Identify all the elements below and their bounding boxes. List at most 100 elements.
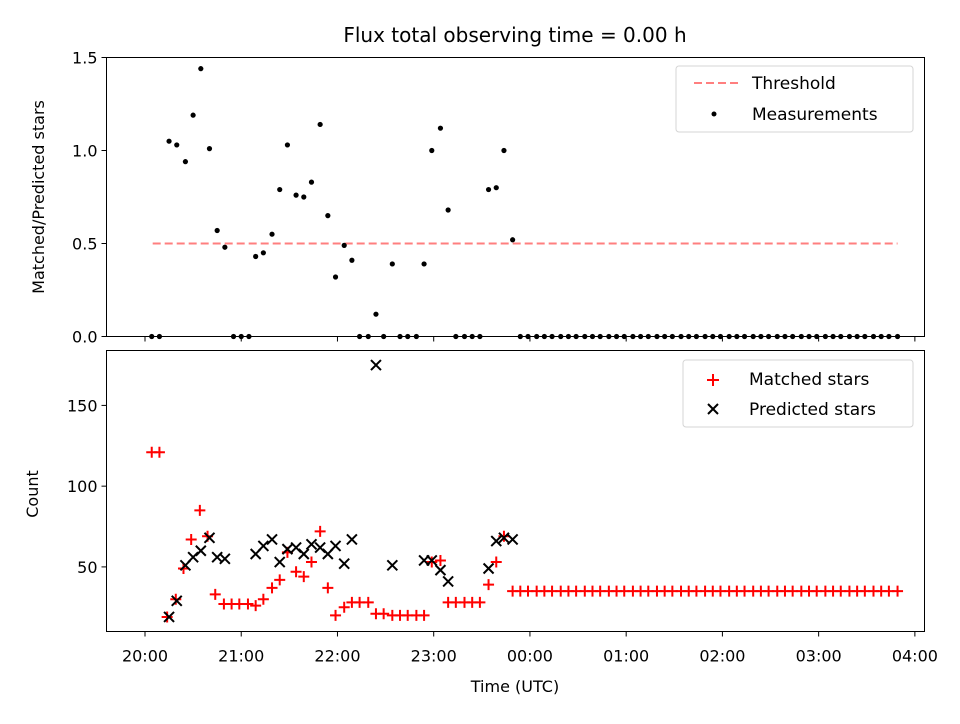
predicted-star-marker [305, 538, 318, 551]
predicted-star-marker [434, 564, 447, 576]
measurement-point [332, 274, 339, 280]
predicted-star-marker [490, 535, 502, 547]
measurement-point [325, 213, 331, 219]
top-y-tick-label: 0.0 [72, 328, 97, 347]
measurement-point [501, 147, 507, 154]
matched-star-marker [474, 596, 486, 608]
top-y-tick-label: 1.0 [72, 142, 97, 161]
top-legend: Threshold Measurements [675, 65, 914, 133]
measurement-point [349, 257, 355, 263]
x-tick-label: 23:00 [411, 647, 457, 666]
predicted-star-marker [498, 532, 510, 544]
matched-star-marker [426, 556, 438, 568]
bottom-y-axis-label: Count [23, 470, 42, 518]
matched-star-marker [483, 579, 495, 591]
x-tick-label: 00:00 [507, 647, 553, 666]
measurement-point [253, 253, 259, 260]
bottom-axes-frame [106, 350, 925, 632]
measurement-point [269, 231, 275, 237]
bottom-plot-area [146, 359, 904, 623]
measurement-point [293, 192, 299, 198]
matched-star-marker [298, 571, 310, 583]
matched-star-marker [242, 598, 254, 610]
x-axis-label: Time (UTC) [470, 677, 559, 696]
legend-predicted-label: Predicted stars [749, 400, 876, 420]
measurement-point [493, 185, 499, 191]
measurement-point [206, 146, 213, 152]
matched-star-marker [314, 525, 326, 537]
x-tick-label: 20:00 [122, 647, 168, 666]
x-tick-label: 02:00 [699, 647, 745, 666]
bottom-legend: Matched stars Predicted stars [682, 359, 914, 428]
x-tick-label: 01:00 [603, 647, 649, 666]
predicted-star-marker [338, 557, 350, 570]
measurement-point [174, 142, 180, 148]
measurement-point [445, 207, 451, 213]
matched-star-marker [418, 609, 430, 621]
matched-star-marker [434, 554, 446, 566]
bottom-y-tick-label: 150 [67, 396, 98, 415]
predicted-star-marker [171, 595, 183, 607]
measurement-point [421, 261, 427, 267]
matched-star-marker [362, 596, 374, 608]
predicted-star-marker [163, 611, 175, 623]
measurement-point [301, 194, 307, 200]
predicted-star-marker [386, 559, 399, 571]
measurement-point [373, 311, 379, 317]
matched-star-marker [322, 582, 334, 594]
predicted-star-marker [506, 533, 519, 546]
matched-star-marker [194, 504, 206, 516]
legend-matched-label: Matched stars [749, 370, 869, 390]
measurement-point [182, 159, 189, 165]
matched-star-marker [209, 588, 221, 600]
x-ticks: 20:00 21:00 22:00 23:00 00:00 01:00 02:00 03:00… [122, 336, 938, 666]
matched-star-marker [490, 556, 502, 568]
matched-star-marker [330, 609, 342, 621]
predicted-star-marker [266, 533, 278, 546]
measurement-point [190, 112, 196, 118]
x-tick-label: 04:00 [892, 647, 938, 666]
predicted-star-marker [370, 359, 382, 371]
matched-star-marker [305, 556, 317, 568]
measurement-point [198, 66, 204, 72]
measurement-point [277, 186, 283, 193]
measurement-point [341, 242, 347, 248]
matched-star-marker [257, 593, 269, 605]
top-axes-frame [106, 57, 925, 337]
predicted-star-marker [426, 554, 438, 567]
chart-title: Flux total observing time = 0.00 h [343, 23, 686, 47]
bottom-y-tick-label: 50 [77, 558, 97, 577]
predicted-star-marker [442, 575, 454, 588]
matched-star-marker [274, 574, 286, 586]
bottom-y-tick-label: 100 [67, 477, 98, 496]
predicted-star-marker [482, 562, 495, 575]
matched-star-marker [290, 566, 302, 578]
predicted-star-marker [281, 543, 294, 555]
measurement-point [317, 121, 323, 128]
bottom-y-ticks: 50 100 150 [67, 396, 107, 577]
x-tick-label: 21:00 [218, 647, 264, 666]
legend-measurements-swatch [711, 111, 717, 117]
measurement-point [510, 237, 516, 243]
measurement-point [308, 179, 315, 185]
x-tick-label: 03:00 [796, 647, 842, 666]
legend-matched-swatch [707, 374, 719, 386]
predicted-star-marker [219, 553, 231, 565]
predicted-star-marker [257, 540, 270, 552]
matched-star-marker [378, 608, 390, 620]
predicted-star-marker [346, 533, 358, 546]
predicted-star-marker [274, 556, 286, 568]
measurement-point [222, 244, 228, 250]
predicted-star-marker [329, 540, 342, 552]
matched-star-marker [892, 585, 904, 597]
predicted-star-marker [203, 532, 216, 544]
bottom-legend-box [682, 359, 914, 428]
top-y-tick-label: 1.5 [72, 49, 97, 68]
measurement-point [284, 142, 291, 148]
measurement-point [389, 261, 395, 267]
measurement-point [485, 186, 492, 193]
measurement-point [214, 227, 220, 234]
matched-star-marker [161, 611, 173, 623]
matched-star-marker [153, 446, 165, 458]
